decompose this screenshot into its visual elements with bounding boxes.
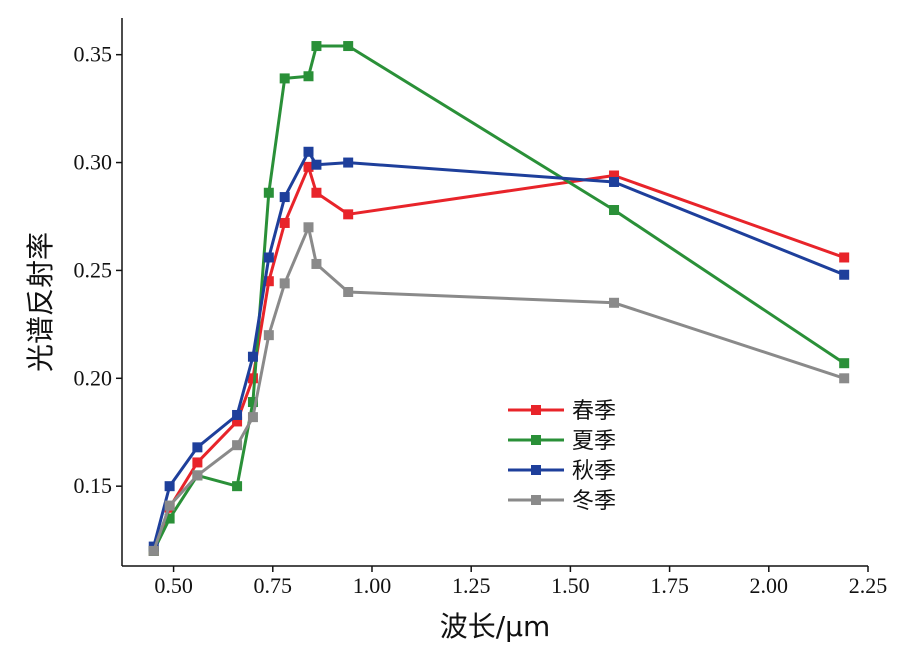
- series-layer: [148, 41, 850, 556]
- data-point: [148, 545, 159, 556]
- data-point: [232, 416, 243, 427]
- data-point: [192, 470, 203, 481]
- legend-item: 夏季: [508, 429, 616, 454]
- x-tick-label: 1.25: [452, 573, 491, 598]
- data-point: [311, 258, 322, 269]
- y-tick-label: 0.15: [74, 473, 113, 498]
- data-point: [247, 373, 258, 384]
- data-point: [247, 351, 258, 362]
- data-point: [303, 71, 314, 82]
- data-point: [232, 481, 243, 492]
- y-ticks: 0.15 0.20 0.25 0.30 0.35: [74, 42, 122, 498]
- data-point: [343, 209, 354, 220]
- x-ticks: 0.50 0.75 1.00 1.25 1.50 1.75 2.00 2.25: [154, 566, 887, 598]
- legend-label: 秋季: [572, 459, 616, 484]
- data-point: [839, 252, 850, 263]
- data-point: [279, 73, 290, 84]
- y-tick-label: 0.35: [74, 42, 113, 67]
- series-line: [152, 225, 845, 552]
- data-point: [232, 409, 243, 420]
- x-tick-label: 2.25: [849, 573, 888, 598]
- legend-item: 春季: [508, 399, 616, 424]
- x-tick-label: 2.00: [750, 573, 789, 598]
- data-point: [303, 146, 314, 157]
- x-tick-label: 1.75: [650, 573, 689, 598]
- data-point: [164, 481, 175, 492]
- y-tick-label: 0.25: [74, 257, 113, 282]
- legend-item: 秋季: [508, 459, 616, 484]
- y-tick-label: 0.20: [74, 365, 113, 390]
- y-axis-title: 光谱反射率: [24, 232, 57, 372]
- legend-marker: [531, 405, 541, 415]
- data-point: [303, 222, 314, 233]
- data-point: [192, 442, 203, 453]
- x-tick-label: 1.00: [353, 573, 392, 598]
- data-point: [609, 176, 620, 187]
- data-point: [232, 440, 243, 451]
- data-point: [303, 161, 314, 172]
- data-point: [609, 205, 620, 216]
- data-point: [279, 278, 290, 289]
- data-point: [164, 513, 175, 524]
- data-point: [343, 41, 354, 52]
- x-tick-label: 0.50: [154, 573, 193, 598]
- data-point: [343, 157, 354, 168]
- legend-marker: [531, 435, 541, 445]
- data-point: [311, 187, 322, 198]
- data-point: [839, 269, 850, 280]
- legend-label: 夏季: [572, 429, 616, 454]
- data-point: [263, 330, 274, 341]
- series-2: [148, 146, 850, 552]
- data-point: [609, 297, 620, 308]
- series-line: [152, 165, 845, 552]
- data-point: [609, 170, 620, 181]
- data-point: [263, 252, 274, 263]
- data-point: [263, 276, 274, 287]
- y-tick-label: 0.30: [74, 150, 113, 175]
- series-3: [148, 222, 850, 556]
- data-point: [279, 192, 290, 203]
- series-line: [152, 150, 845, 547]
- legend-item: 冬季: [508, 489, 616, 514]
- legend-marker: [531, 465, 541, 475]
- data-point: [247, 397, 258, 408]
- data-point: [279, 217, 290, 228]
- legend-label: 冬季: [572, 489, 616, 514]
- legend-label: 春季: [572, 399, 616, 424]
- data-point: [311, 41, 322, 52]
- axes: [121, 18, 868, 567]
- x-tick-label: 1.50: [551, 573, 590, 598]
- data-point: [311, 159, 322, 170]
- data-point: [247, 412, 258, 423]
- x-axis-title: 波长/μm: [440, 610, 551, 643]
- legend-marker: [531, 495, 541, 505]
- x-tick-label: 0.75: [254, 573, 293, 598]
- data-point: [343, 287, 354, 297]
- data-point: [839, 358, 850, 369]
- data-point: [164, 500, 175, 511]
- data-point: [192, 457, 203, 468]
- data-point: [263, 187, 274, 198]
- data-point: [839, 373, 850, 384]
